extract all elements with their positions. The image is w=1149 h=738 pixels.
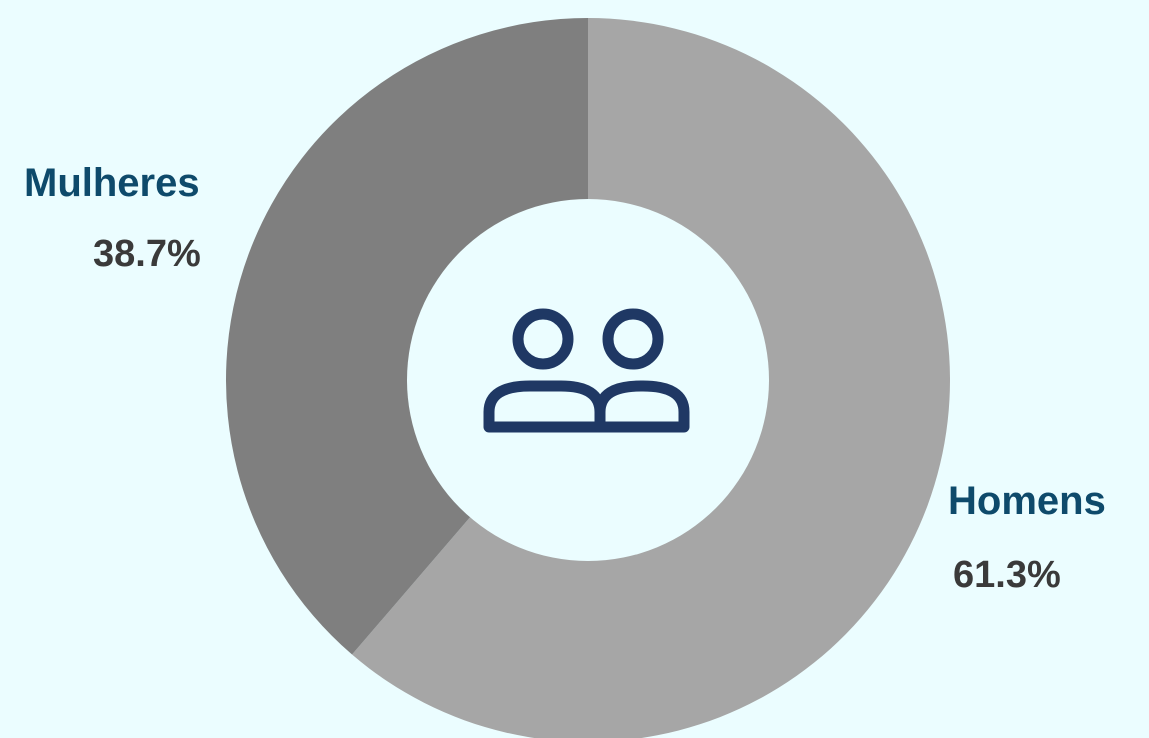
slice-mulheres (225, 18, 588, 655)
slice-value-homens: 61.3% (953, 554, 1061, 596)
donut-hole (407, 199, 769, 561)
slice-label-mulheres: Mulheres (24, 161, 200, 205)
people-icon (483, 308, 690, 433)
slice-value-mulheres: 38.7% (93, 233, 201, 275)
slice-label-homens: Homens (948, 479, 1106, 523)
